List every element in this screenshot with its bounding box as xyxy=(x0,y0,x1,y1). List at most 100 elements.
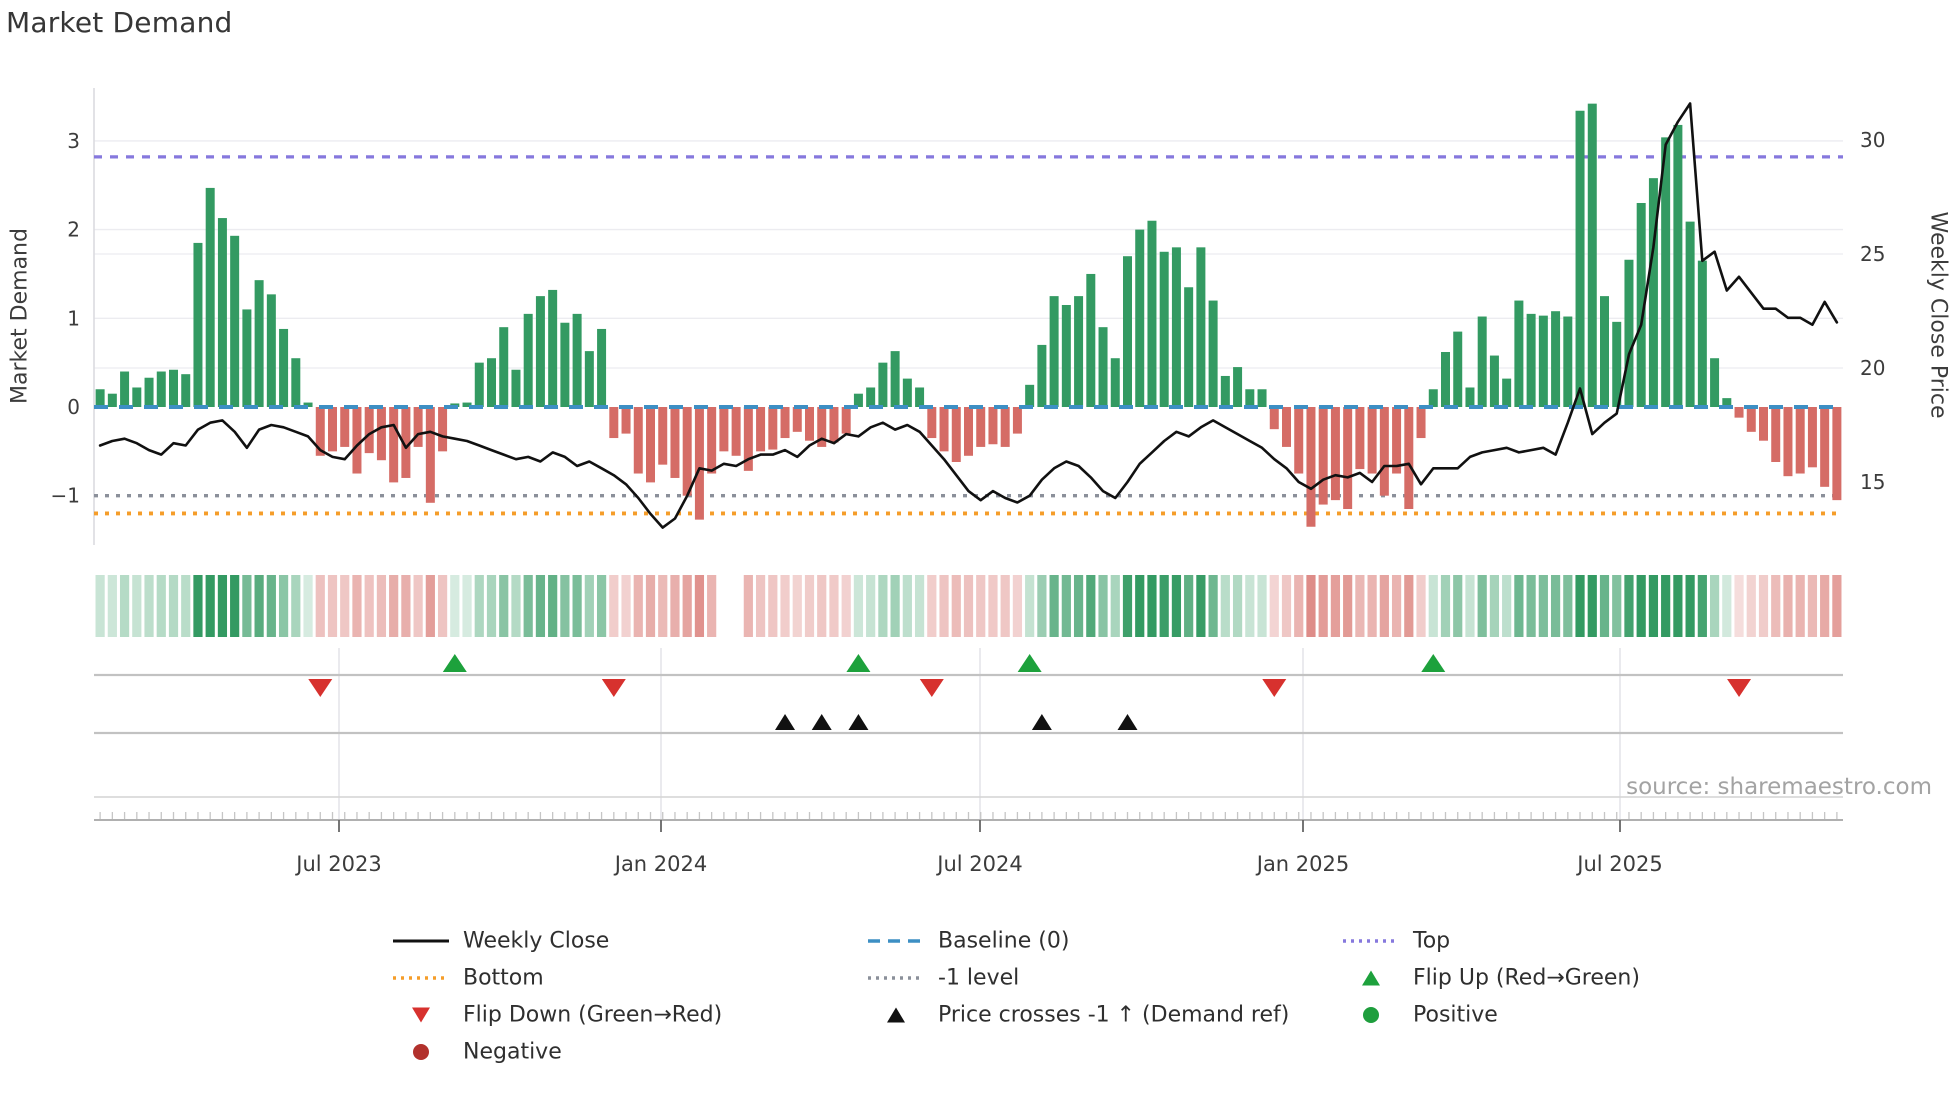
price-cross-marker xyxy=(1117,714,1138,730)
demand-bar-positive xyxy=(1648,178,1658,407)
demand-bar-positive xyxy=(1489,355,1499,407)
demand-bar-negative xyxy=(646,407,655,483)
demand-bar-positive xyxy=(1453,331,1463,407)
heatmap-cell xyxy=(1648,575,1659,637)
demand-bar-negative xyxy=(1807,407,1817,468)
heatmap-cell xyxy=(1587,575,1597,637)
demand-bar-negative xyxy=(609,407,619,439)
left-tick-label: 1 xyxy=(67,306,80,330)
heatmap-cell xyxy=(450,575,460,637)
demand-bar-positive xyxy=(1049,296,1059,407)
demand-bar-negative xyxy=(841,407,851,434)
heatmap-cell xyxy=(609,575,619,637)
heatmap-cell xyxy=(548,575,558,637)
demand-bar-negative xyxy=(389,407,399,483)
demand-bar-positive xyxy=(1184,287,1194,407)
heatmap-cell xyxy=(1294,575,1304,637)
demand-bar-positive xyxy=(1661,137,1671,408)
heatmap-cell xyxy=(804,575,815,637)
heatmap-cell xyxy=(1783,575,1793,637)
demand-bar-positive xyxy=(1477,316,1487,407)
right-tick-label: 15 xyxy=(1860,470,1885,494)
demand-bar-positive xyxy=(132,387,142,407)
heatmap-cell xyxy=(1612,575,1622,637)
heatmap-cell xyxy=(878,575,888,637)
flip-up-marker xyxy=(846,654,871,672)
demand-bar-positive xyxy=(511,369,521,407)
demand-bar-positive xyxy=(1061,304,1071,407)
demand-bar-negative xyxy=(1000,407,1010,447)
heatmap-cell xyxy=(254,575,264,637)
heatmap-cell xyxy=(596,575,607,637)
heatmap-cell xyxy=(1196,575,1206,637)
demand-bar-negative xyxy=(364,407,374,454)
demand-bar-positive xyxy=(1245,389,1255,407)
heatmap-cell xyxy=(1037,575,1047,637)
demand-bar-positive xyxy=(1514,300,1524,407)
heatmap-cell xyxy=(499,575,509,637)
heatmap-cell xyxy=(1049,575,1059,637)
heatmap-cell xyxy=(364,575,374,637)
demand-bar-negative xyxy=(1771,407,1781,462)
demand-bar-positive xyxy=(1135,229,1145,407)
demand-bar-positive xyxy=(1147,220,1157,407)
heatmap-cell xyxy=(853,575,864,637)
demand-bar-positive xyxy=(1538,315,1548,407)
heatmap-cell xyxy=(927,575,937,637)
heatmap-cell xyxy=(1086,575,1096,637)
heatmap-cell xyxy=(1257,575,1267,637)
demand-bar-negative xyxy=(780,407,790,439)
heatmap-cell xyxy=(437,575,448,637)
demand-bar-negative xyxy=(328,407,337,452)
left-tick-label: 0 xyxy=(67,395,80,419)
heatmap-cell xyxy=(792,575,802,637)
heatmap-cell xyxy=(1514,575,1524,637)
heatmap-cell xyxy=(413,575,423,637)
heatmap-cell xyxy=(1550,575,1561,637)
legend-label: Flip Up (Red→Green) xyxy=(1413,966,1640,991)
demand-bar-negative xyxy=(1404,407,1414,510)
heatmap-cell xyxy=(1502,575,1512,637)
heatmap-cell xyxy=(315,575,325,637)
heatmap-cell xyxy=(1343,575,1353,637)
heatmap-cell xyxy=(1404,575,1414,637)
demand-bar-positive xyxy=(279,328,289,407)
heatmap-cell xyxy=(1832,575,1842,637)
heatmap-cell xyxy=(1563,575,1573,637)
heatmap-cell xyxy=(1281,575,1292,637)
demand-bar-negative xyxy=(964,407,973,456)
demand-bar-positive xyxy=(1159,251,1169,407)
demand-bar-negative xyxy=(829,407,839,443)
heatmap-cell xyxy=(1538,575,1548,637)
heatmap-cell xyxy=(205,575,215,637)
demand-bar-positive xyxy=(1465,387,1475,407)
demand-bar-positive xyxy=(560,322,570,407)
legend-label: Negative xyxy=(463,1040,562,1065)
demand-bar-positive xyxy=(523,313,533,407)
demand-bar-positive xyxy=(1208,300,1218,407)
heatmap-cell xyxy=(1306,575,1316,637)
demand-bar-positive xyxy=(1697,260,1707,407)
demand-bar-positive xyxy=(915,387,925,407)
legend-label: Weekly Close xyxy=(463,929,609,954)
demand-bar-positive xyxy=(107,393,117,407)
demand-bar-negative xyxy=(1746,407,1756,432)
x-tick-label: Jul 2025 xyxy=(1575,852,1662,876)
heatmap-cell xyxy=(523,575,533,637)
legend-label: -1 level xyxy=(938,966,1019,991)
heatmap-cell xyxy=(768,575,778,637)
heatmap-cell xyxy=(902,575,912,637)
heatmap-cell xyxy=(560,575,570,637)
demand-bar-positive xyxy=(1563,316,1573,407)
price-cross-marker xyxy=(848,714,869,730)
demand-bar-positive xyxy=(1086,273,1096,407)
price-cross-marker xyxy=(811,714,832,730)
heatmap-cell xyxy=(1453,575,1463,637)
demand-bar-positive xyxy=(1037,344,1047,407)
heatmap-cell xyxy=(278,575,289,637)
flip-up-marker xyxy=(1421,654,1446,672)
heatmap-cell xyxy=(266,575,276,637)
demand-bar-positive xyxy=(254,280,264,407)
demand-bar-positive xyxy=(95,389,105,407)
